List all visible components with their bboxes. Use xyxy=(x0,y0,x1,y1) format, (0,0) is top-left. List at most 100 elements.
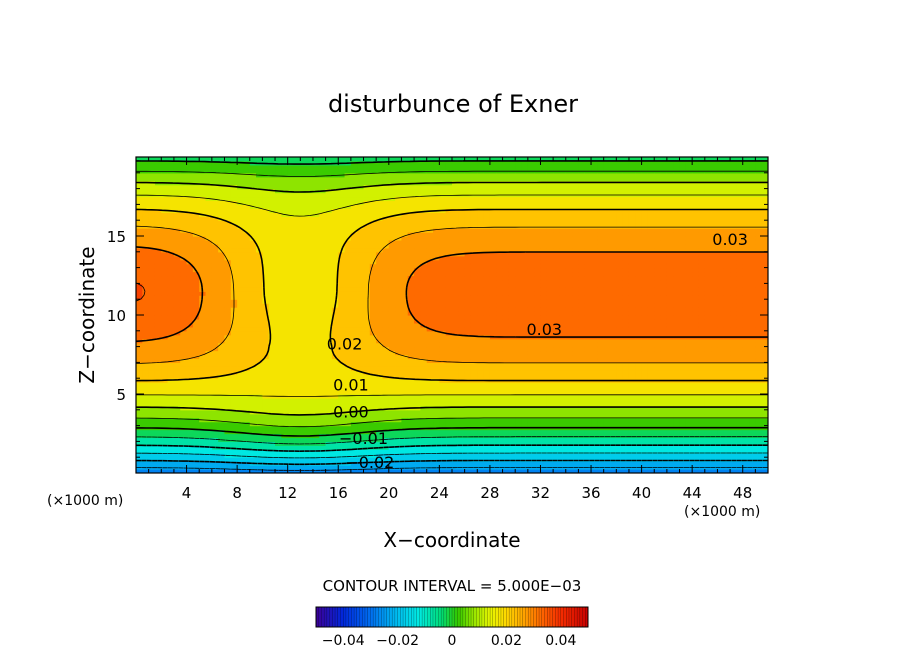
field-cell xyxy=(515,330,523,336)
field-cell xyxy=(363,378,371,383)
field-cell xyxy=(414,220,421,225)
field-cell xyxy=(489,346,497,352)
field-cell xyxy=(306,232,314,237)
field-cell xyxy=(268,275,276,281)
field-cell xyxy=(395,382,403,387)
field-cell xyxy=(173,212,181,217)
field-cell xyxy=(363,307,371,312)
field-cell xyxy=(489,409,497,415)
field-cell xyxy=(218,168,226,174)
field-cell xyxy=(249,318,257,324)
field-cell xyxy=(350,445,358,450)
field-cell xyxy=(218,362,226,367)
field-cell xyxy=(300,386,308,391)
field-cell xyxy=(136,330,143,336)
field-cell xyxy=(237,172,245,178)
field-cell xyxy=(148,275,156,281)
field-cell xyxy=(275,358,282,363)
field-cell xyxy=(161,322,169,328)
field-cell xyxy=(382,184,390,190)
field-cell xyxy=(294,157,301,162)
field-cell xyxy=(445,176,453,182)
field-cell xyxy=(464,390,472,395)
field-cell xyxy=(211,251,219,257)
field-cell xyxy=(502,271,510,277)
field-cell xyxy=(420,433,428,439)
field-cell xyxy=(445,172,453,178)
field-cell xyxy=(502,421,510,427)
field-cell xyxy=(344,378,352,383)
field-cell xyxy=(148,461,156,466)
field-cell xyxy=(205,291,213,296)
field-cell xyxy=(338,212,346,217)
field-cell xyxy=(338,338,346,344)
field-cell xyxy=(508,243,516,249)
field-cell xyxy=(256,232,263,237)
field-cell xyxy=(458,263,466,269)
field-cell xyxy=(464,239,472,245)
field-cell xyxy=(363,216,371,221)
field-cell xyxy=(237,370,245,375)
field-cell xyxy=(205,168,213,174)
field-cell xyxy=(369,160,377,166)
field-cell xyxy=(224,433,232,439)
field-cell xyxy=(489,401,497,407)
field-cell xyxy=(243,188,251,194)
field-cell xyxy=(268,271,276,277)
field-cell xyxy=(281,413,289,419)
field-cell xyxy=(369,425,377,431)
field-cell xyxy=(502,176,510,182)
field-cell xyxy=(237,247,245,253)
field-cell xyxy=(395,176,403,182)
field-cell xyxy=(268,421,276,427)
field-cell xyxy=(148,160,156,166)
field-cell xyxy=(199,315,207,320)
field-cell xyxy=(527,441,535,446)
field-cell xyxy=(508,291,516,296)
field-cell xyxy=(268,196,276,202)
field-cell xyxy=(357,188,365,194)
field-cell xyxy=(218,413,226,419)
field-cell xyxy=(148,251,156,257)
field-cell xyxy=(502,346,510,352)
field-cell xyxy=(306,299,314,304)
field-cell xyxy=(312,267,320,273)
field-cell xyxy=(502,275,510,281)
field-cell xyxy=(452,417,459,423)
field-cell xyxy=(287,204,295,209)
field-cell xyxy=(167,295,175,300)
field-cell xyxy=(395,465,403,470)
field-cell xyxy=(312,326,320,332)
field-cell xyxy=(275,386,282,391)
field-cell xyxy=(192,386,200,391)
field-cell xyxy=(167,157,175,162)
field-cell xyxy=(382,354,390,360)
field-cell xyxy=(357,267,365,273)
field-cell xyxy=(167,350,175,356)
field-cell xyxy=(363,374,371,379)
field-cell xyxy=(350,188,358,194)
field-cell xyxy=(445,204,453,209)
field-cell xyxy=(414,251,421,257)
field-cell xyxy=(445,160,453,166)
field-cell xyxy=(331,457,339,462)
field-cell xyxy=(180,437,188,442)
field-cell xyxy=(230,220,238,225)
field-cell xyxy=(470,453,478,458)
field-cell xyxy=(211,287,219,292)
field-cell xyxy=(268,251,276,257)
field-cell xyxy=(173,445,181,450)
field-cell xyxy=(489,461,497,466)
field-cell xyxy=(186,457,194,462)
field-cell xyxy=(502,394,510,399)
field-cell xyxy=(395,275,403,281)
field-cell xyxy=(275,453,282,458)
field-cell xyxy=(502,386,510,391)
field-cell xyxy=(173,307,181,312)
field-cell xyxy=(256,429,263,435)
field-cell xyxy=(136,157,143,162)
field-cell xyxy=(350,390,358,395)
field-cell xyxy=(136,326,143,332)
field-cell xyxy=(142,382,150,387)
field-cell xyxy=(192,208,200,213)
